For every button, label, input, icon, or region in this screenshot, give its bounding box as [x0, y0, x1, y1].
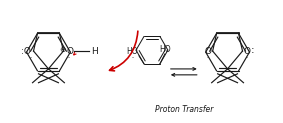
- Text: HO: HO: [126, 47, 138, 56]
- Text: :O: :O: [21, 47, 31, 56]
- Text: ..: ..: [206, 54, 209, 60]
- Text: Proton Transfer: Proton Transfer: [155, 105, 213, 114]
- Text: H: H: [91, 47, 98, 56]
- Text: ..: ..: [68, 54, 71, 59]
- FancyArrowPatch shape: [74, 52, 76, 55]
- Text: ..: ..: [132, 54, 134, 59]
- Text: ..: ..: [246, 54, 249, 60]
- Text: O: O: [67, 47, 74, 56]
- Text: O: O: [204, 47, 211, 56]
- Text: ⊕: ⊕: [59, 45, 65, 54]
- Text: O: O: [244, 47, 251, 56]
- Text: :: :: [251, 45, 254, 55]
- Text: HO: HO: [159, 46, 171, 54]
- Text: ..: ..: [29, 54, 32, 59]
